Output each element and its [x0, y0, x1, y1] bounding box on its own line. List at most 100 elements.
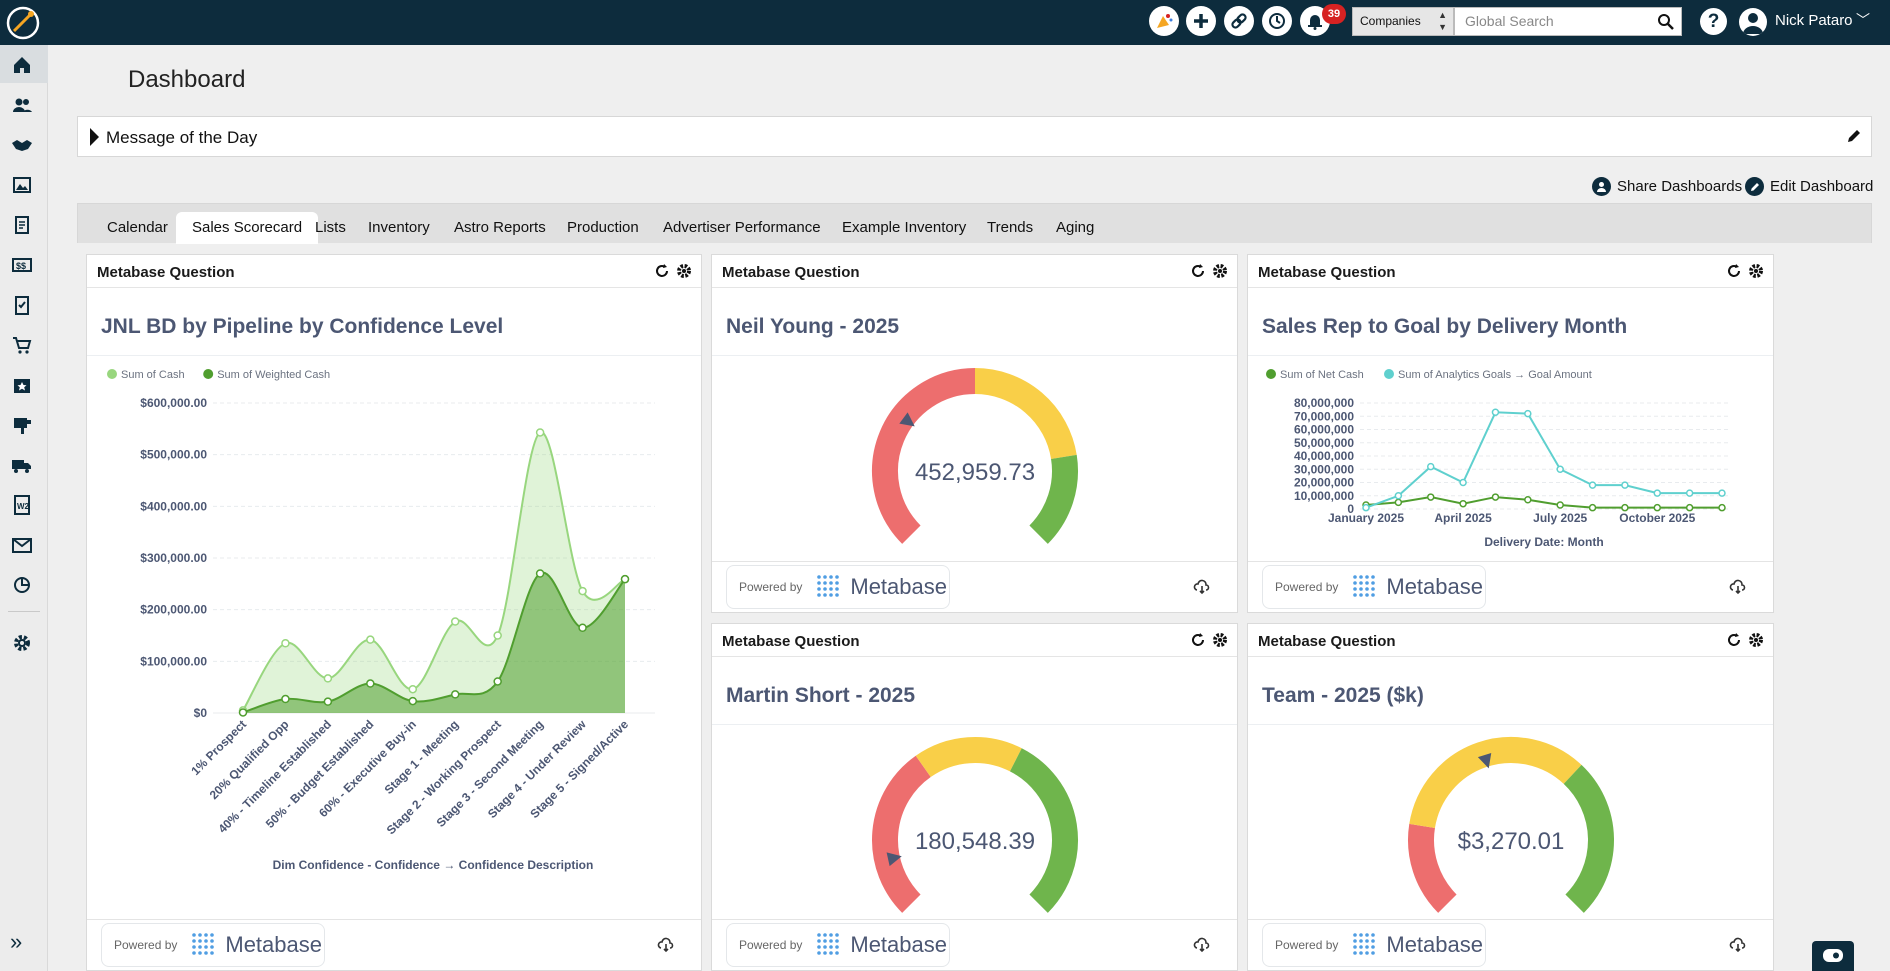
powered-by-metabase-badge[interactable]: Powered by Metabase [726, 565, 950, 609]
question-title: Martin Short - 2025 [726, 684, 916, 707]
refresh-icon[interactable] [1189, 631, 1207, 649]
sidebar-item-calendar-icon[interactable] [10, 373, 34, 397]
refresh-icon[interactable] [1725, 262, 1743, 280]
user-name[interactable]: Nick Pataro [1775, 12, 1853, 29]
metabase-logo-icon [817, 575, 840, 597]
download-cloud-icon[interactable] [657, 937, 675, 953]
data-point [323, 674, 333, 683]
sidebar-item-cart-icon[interactable] [10, 333, 34, 357]
settings-gear-icon[interactable] [1747, 262, 1765, 280]
tab-calendar[interactable]: Calendar [107, 219, 168, 236]
data-point [1491, 408, 1500, 417]
settings-gear-icon[interactable] [1211, 262, 1229, 280]
user-avatar-icon[interactable] [1739, 8, 1767, 36]
powered-by-metabase-badge[interactable]: Powered by Metabase [1262, 565, 1486, 609]
data-point [535, 428, 545, 437]
download-cloud-icon[interactable] [1193, 937, 1211, 953]
sidebar-item-w2-icon[interactable]: W2 [10, 493, 34, 517]
pipeline-area-chart: Sum of Cash Sum of Weighted Cash $0 $100,00… [107, 369, 655, 872]
gauge-value-label: $3,270.01 [1458, 828, 1565, 855]
svg-text:$$: $$ [16, 261, 26, 271]
app-logo-icon[interactable] [4, 4, 42, 42]
help-icon[interactable]: ? [1700, 8, 1727, 35]
tab-trends[interactable]: Trends [987, 219, 1034, 236]
message-of-the-day-label[interactable]: Message of the Day [106, 128, 258, 147]
legend-swatch-1 [203, 369, 214, 379]
sidebar-item-delivery-truck-icon[interactable] [10, 453, 34, 477]
data-point [578, 623, 587, 632]
card-header: Metabase Question [1248, 624, 1773, 657]
tab-inventory[interactable]: Inventory [368, 219, 430, 236]
share-dashboards-button[interactable]: Share Dashboards [1592, 177, 1742, 196]
tab-lists[interactable]: Lists [315, 219, 346, 236]
sidebar-item-mail-order-icon[interactable] [10, 413, 34, 437]
legend-label-1: Sum of Analytics Goals → Goal Amount [1398, 369, 1592, 381]
question-title: JNL BD by Pipeline by Confidence Level [101, 315, 504, 338]
powered-by-metabase-badge[interactable]: Powered by Metabase [1262, 923, 1486, 967]
y-tick-label: 80,000,000 [1294, 396, 1354, 410]
sidebar-item-settings-gear-icon[interactable] [10, 631, 34, 655]
tab-sales-scorecard[interactable]: Sales Scorecard [176, 212, 319, 244]
settings-gear-icon[interactable] [1747, 631, 1765, 649]
sidebar-item-email-icon[interactable] [10, 533, 34, 557]
gauge-segment-2 [1029, 454, 1078, 544]
series-line-1 [1365, 411, 1722, 509]
tab-advertiser-performance[interactable]: Advertiser Performance [663, 219, 821, 236]
download-cloud-icon[interactable] [1729, 579, 1747, 595]
download-cloud-icon[interactable] [1193, 579, 1211, 595]
expand-caret-icon[interactable] [90, 128, 99, 146]
legend-label-0: Sum of Net Cash [1280, 369, 1364, 381]
settings-gear-icon[interactable] [675, 262, 693, 280]
powered-by-metabase-badge[interactable]: Powered by Metabase [101, 923, 325, 967]
sidebar-item-contacts-icon[interactable] [10, 93, 34, 117]
data-point [366, 679, 375, 688]
global-search-input[interactable]: Global Search [1454, 7, 1682, 36]
legend-label-1: Sum of Weighted Cash [217, 369, 330, 381]
x-tick-label: July 2025 [1533, 511, 1587, 525]
download-cloud-icon[interactable] [1729, 937, 1747, 953]
search-icon[interactable] [1657, 13, 1675, 31]
series-area-1 [243, 572, 625, 713]
tab-aging[interactable]: Aging [1056, 219, 1095, 236]
y-tick-label: $600,000.00 [140, 396, 207, 410]
tab-astro-reports[interactable]: Astro Reports [454, 219, 546, 236]
neil-young-question-card: Metabase Question Neil Young - 2025 452,… [711, 254, 1238, 613]
y-tick-label: $400,000.00 [140, 499, 207, 513]
sidebar-item-media-icon[interactable] [10, 173, 34, 197]
settings-gear-icon[interactable] [1211, 631, 1229, 649]
gauge-needle-marker [886, 852, 902, 867]
top-navigation-bar: 39 Companies ▲ ▼ Global Search ? Nick Pat… [0, 0, 1890, 45]
metabase-logo-icon [817, 933, 840, 955]
message-of-the-day-panel[interactable]: Message of the Day [77, 116, 1872, 157]
sidebar-item-analytics-icon[interactable] [10, 573, 34, 597]
sidebar-item-deals-handshake-icon[interactable] [10, 133, 34, 157]
data-point [238, 708, 248, 717]
sidebar-item-tasks-icon[interactable] [10, 293, 34, 317]
search-entity-select[interactable]: Companies ▲ ▼ [1352, 7, 1454, 36]
powered-by-label: Powered by [1275, 580, 1339, 594]
celebration-icon[interactable] [1149, 6, 1179, 36]
edit-pencil-icon[interactable] [1845, 127, 1863, 145]
chat-widget-button[interactable] [1812, 941, 1854, 971]
history-icon[interactable] [1262, 6, 1292, 36]
data-point [1362, 503, 1370, 512]
powered-by-metabase-badge[interactable]: Powered by Metabase [726, 923, 950, 967]
user-menu-chevron-icon[interactable]: ﹀ [1856, 12, 1870, 28]
tab-production[interactable]: Production [567, 219, 639, 236]
powered-by-label: Powered by [1275, 938, 1339, 952]
sidebar-item-invoices-icon[interactable]: $$ [10, 253, 34, 277]
edit-dashboard-button[interactable]: Edit Dashboard [1745, 177, 1873, 196]
data-point [408, 684, 418, 694]
add-icon[interactable] [1186, 6, 1216, 36]
refresh-icon[interactable] [1725, 631, 1743, 649]
tab-example-inventory[interactable]: Example Inventory [842, 219, 967, 236]
sidebar-item-orders-icon[interactable] [10, 213, 34, 237]
refresh-icon[interactable] [653, 262, 671, 280]
y-tick-label: 0 [1347, 502, 1354, 516]
sidebar-expand-icon[interactable]: » [10, 929, 23, 954]
refresh-icon[interactable] [1189, 262, 1207, 280]
link-icon[interactable] [1224, 6, 1254, 36]
data-point [1524, 409, 1532, 418]
sidebar-item-home-icon[interactable] [10, 53, 34, 77]
martin-short-gauge: 180,548.39 [872, 737, 1078, 913]
